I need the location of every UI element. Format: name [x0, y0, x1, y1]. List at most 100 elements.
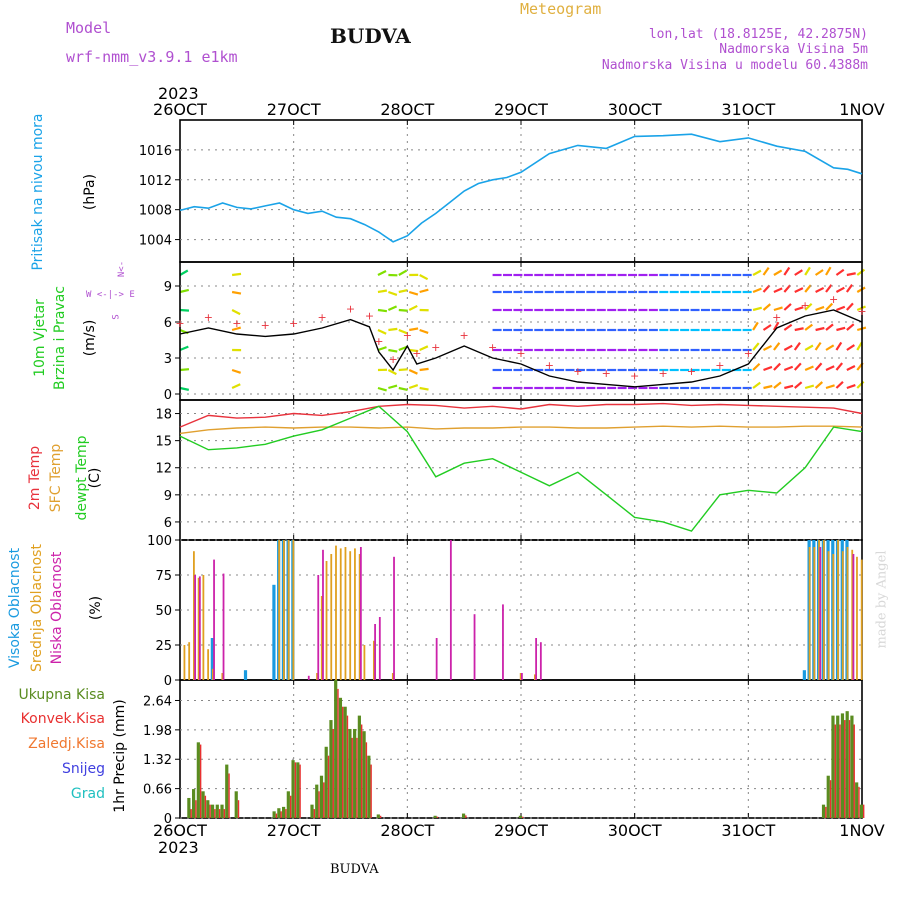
wind-arrow: [825, 266, 832, 276]
precip-bar-convective: [199, 744, 202, 818]
wind-arrow: [357, 291, 366, 292]
precip-bar-convective: [313, 809, 316, 818]
precip-bar-total: [187, 797, 191, 818]
precip-bar-convective: [522, 816, 524, 818]
wind-arrow: [846, 323, 855, 331]
grad-label: Grad: [70, 786, 105, 802]
wind-arrow: [347, 292, 355, 296]
wind-arrow: [253, 310, 261, 314]
wind-arrow: [201, 330, 210, 333]
precip-bar-convective: [190, 809, 192, 818]
wind-arrow: [387, 305, 398, 312]
wind-arrow: [305, 288, 313, 292]
wind-arrow: [243, 350, 251, 354]
wind-arrow: [222, 388, 231, 389]
cloud-bar: [287, 540, 290, 680]
wind-arrow: [752, 342, 760, 351]
gust-marker: +: [289, 317, 298, 330]
precip-bar-total: [836, 715, 840, 818]
wind-arrow: [368, 275, 377, 276]
precip-bar-convective: [323, 782, 325, 818]
wind-arrow: [398, 368, 408, 372]
wind-arrow: [419, 328, 429, 334]
cloud-bar: [813, 547, 816, 680]
wind-arrow: [804, 365, 814, 372]
wind-arrow: [357, 271, 365, 275]
precip-bar-convective: [299, 764, 301, 818]
wind-arrow: [825, 344, 835, 351]
gust-marker: +: [829, 293, 838, 306]
precip-bar-convective: [223, 809, 226, 818]
y-tick-label: 1012: [139, 174, 172, 189]
gust-marker: +: [317, 311, 326, 324]
wind-arrow: [357, 330, 365, 334]
precip-bar-convective: [356, 737, 358, 818]
cloud-bar: [393, 556, 395, 680]
precip-bar-total: [215, 804, 219, 818]
wind-arrow: [398, 386, 408, 392]
cloud-bar: [372, 640, 375, 680]
wind-arrow: [377, 386, 387, 392]
wind-arrow: [326, 308, 335, 310]
wind-arrow: [336, 388, 344, 391]
x-tick-label-bottom: 31OCT: [721, 821, 775, 840]
wind-arrow: [336, 370, 345, 371]
wind-arrow: [305, 387, 314, 388]
wind-arrow: [856, 268, 866, 276]
wind-arrow: [336, 310, 345, 312]
wind-arrow: [377, 289, 388, 294]
cloud-bar: [320, 596, 323, 680]
wind-arrow: [815, 286, 825, 293]
y-tick-label: 15: [155, 435, 172, 450]
wind-arrow: [804, 284, 812, 293]
wind-arrow: [783, 323, 793, 331]
gust-marker: +: [488, 341, 497, 354]
wind-arrow: [274, 388, 282, 392]
cloud-bar: [827, 551, 830, 680]
precip-bar-convective: [436, 816, 439, 818]
wind-arrow: [357, 348, 366, 350]
wind-arrow: [804, 384, 815, 390]
precip-bar-convective: [853, 724, 855, 818]
wind-arrow: [243, 368, 252, 370]
wind-arrow: [315, 348, 324, 350]
y-tick-label: 9: [164, 280, 172, 295]
wind-arrow: [274, 327, 282, 330]
wind-arrow: [408, 304, 418, 311]
wind-arrow: [368, 370, 376, 374]
cloud-bar: [521, 673, 523, 680]
wind-arrow: [326, 350, 335, 353]
gust-marker: +: [460, 329, 469, 342]
precip-bar-convective: [839, 724, 841, 818]
precip-bar-convective: [332, 728, 334, 818]
cloud-bar: [363, 645, 366, 680]
cloud-bar: [846, 547, 849, 680]
wind-arrow: [419, 386, 429, 391]
precip-bar-convective: [848, 720, 851, 818]
wind-arrow: [835, 381, 844, 389]
temperature-line-0: [179, 402, 863, 428]
wind-arrow: [762, 344, 773, 351]
precip-bar-convective: [204, 795, 207, 818]
gust-marker: +: [346, 302, 355, 315]
wind-arrow: [794, 269, 803, 276]
gust-marker: +: [857, 305, 866, 318]
cloud-bar: [344, 547, 347, 680]
y-tick-label: 6: [164, 316, 172, 331]
wind-arrow: [357, 388, 366, 391]
product-title: Meteogram: [520, 0, 602, 18]
wind-arrow: [773, 269, 783, 276]
precip-bar-total: [234, 791, 238, 818]
wind-arrow: [211, 385, 219, 388]
total-precip-label: Ukupna Kisa: [18, 687, 105, 703]
x-tick-label-bottom: 29OCT: [494, 821, 548, 840]
wind-arrow: [783, 344, 793, 351]
precip-bar-total: [220, 804, 224, 818]
pressure-line-0: [179, 133, 863, 243]
precip-bar-convective: [285, 809, 287, 818]
wind-arrow: [347, 275, 356, 276]
precip-bar-total: [357, 715, 361, 818]
lonlat-label: lon,lat (18.8125E, 42.2875N): [648, 27, 868, 42]
precip-bar-total: [196, 742, 200, 818]
precip-bar-total: [433, 815, 437, 818]
